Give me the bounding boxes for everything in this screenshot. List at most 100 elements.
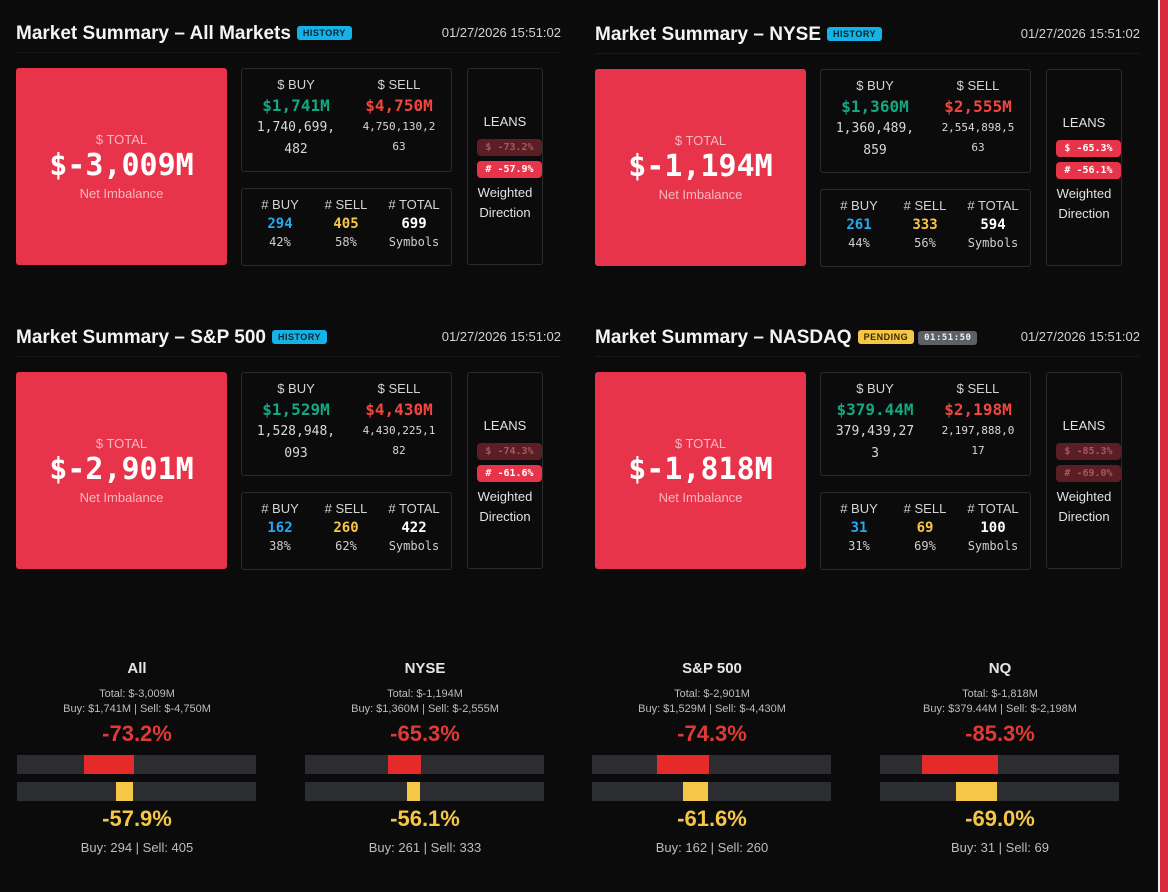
count-sell-value: 260: [333, 520, 359, 536]
dollar-buy-col: $ BUY $1,741M 1,740,699, 482: [242, 77, 350, 161]
dollar-buy-value: $379.44M: [836, 400, 914, 419]
summary-buy-sell: Buy: $1,741M | Sell: $-4,750M: [63, 703, 211, 715]
count-sell-col: # SELL 333 56%: [887, 198, 963, 250]
dollar-box: $ BUY $1,360M 1,360,489, 859 $ SELL $2,55…: [820, 69, 1031, 173]
count-sell-pct: 56%: [914, 236, 936, 250]
dollar-buy-value: $1,529M: [262, 400, 330, 419]
panel-timestamp: 01/27/2026 15:51:02: [441, 329, 561, 344]
count-total-col: # TOTAL 594 Symbols: [955, 198, 1031, 250]
panel-title: Market Summary – S&P 500 HISTORY: [16, 327, 327, 349]
panel-nyse: Market Summary – NYSE HISTORY 01/27/2026 …: [595, 20, 1140, 300]
lean-count-pill: # -69.0%: [1056, 465, 1121, 482]
symbols-label: Symbols: [388, 235, 440, 249]
total-label: $ TOTAL: [95, 132, 148, 147]
total-card: $ TOTAL $-1,818M Net Imbalance: [595, 372, 806, 569]
summary-count-lean: -56.1%: [390, 806, 460, 831]
dollar-sell-raw: 2,554,898,5 63: [941, 121, 1015, 154]
summary-all: All Total: $-3,009M Buy: $1,741M | Sell:…: [17, 660, 257, 855]
dollar-buy-label: $ BUY: [856, 78, 894, 93]
total-card: $ TOTAL $-1,194M Net Imbalance: [595, 69, 806, 266]
dollar-sell-col: $ SELL $4,750M 4,750,130,2 63: [346, 77, 452, 157]
leans-box: LEANS $ -65.3% # -56.1% Weighted Directio…: [1046, 69, 1122, 266]
count-box: # BUY 31 31% # SELL 69 69% # TOTAL 100 S…: [820, 492, 1031, 570]
count-lean-bar: [880, 782, 1119, 801]
count-box: # BUY 261 44% # SELL 333 56% # TOTAL 594…: [820, 189, 1031, 267]
summary-total: Total: $-3,009M: [99, 688, 175, 700]
summary-sp500: S&P 500 Total: $-2,901M Buy: $1,529M | S…: [592, 660, 832, 855]
total-sub: Net Imbalance: [658, 187, 743, 202]
count-box: # BUY 294 42% # SELL 405 58% # TOTAL 699…: [241, 188, 452, 266]
dollar-lean-bar: [17, 755, 256, 774]
summary-name: NYSE: [404, 660, 446, 677]
dollar-buy-value: $1,360M: [841, 97, 909, 116]
window-edge: [1158, 0, 1160, 892]
summary-count-lean: -61.6%: [677, 806, 747, 831]
count-total-value: 422: [401, 520, 427, 536]
count-sell-col: # SELL 69 69%: [887, 501, 963, 553]
total-card: $ TOTAL $-2,901M Net Imbalance: [16, 372, 227, 569]
count-lean-fill: [116, 782, 133, 801]
count-buy-pct: 42%: [269, 235, 291, 249]
window-edge-accent: [1160, 0, 1168, 892]
leans-title: LEANS: [1062, 115, 1106, 130]
summary-nyse: NYSE Total: $-1,194M Buy: $1,360M | Sell…: [305, 660, 545, 855]
count-box: # BUY 162 38% # SELL 260 62% # TOTAL 422…: [241, 492, 452, 570]
summary-counts: Buy: 261 | Sell: 333: [368, 840, 482, 855]
panel-header: Market Summary – NASDAQ PENDING 01:51:50 0…: [595, 323, 1140, 357]
lean-count-pill: # -56.1%: [1056, 162, 1121, 179]
count-buy-value: 261: [846, 217, 872, 233]
total-sub: Net Imbalance: [658, 490, 743, 505]
dollar-sell-raw: 2,197,888,0 17: [941, 424, 1015, 457]
summary-name: NQ: [988, 660, 1012, 677]
leans-box: LEANS $ -85.3% # -69.0% Weighted Directio…: [1046, 372, 1122, 569]
dollar-sell-value: $2,555M: [944, 97, 1012, 116]
dollar-sell-col: $ SELL $4,430M 4,430,225,1 82: [346, 381, 452, 461]
dollar-buy-raw: 1,740,699, 482: [256, 120, 336, 157]
dollar-buy-col: $ BUY $1,529M 1,528,948, 093: [242, 381, 350, 465]
count-sell-col: # SELL 260 62%: [308, 501, 384, 553]
dollar-buy-raw: 379,439,27 3: [835, 424, 915, 461]
summary-dollar-lean: -85.3%: [965, 721, 1035, 746]
panel-header: Market Summary – NYSE HISTORY 01/27/2026 …: [595, 20, 1140, 54]
total-sub: Net Imbalance: [79, 186, 164, 201]
panel-timestamp: 01/27/2026 15:51:02: [1020, 329, 1140, 344]
dollar-lean-fill: [657, 755, 709, 774]
count-lean-fill: [407, 782, 420, 801]
total-label: $ TOTAL: [674, 133, 727, 148]
summary-counts: Buy: 162 | Sell: 260: [655, 840, 769, 855]
history-badge[interactable]: HISTORY: [827, 27, 883, 41]
count-sell-pct: 58%: [335, 235, 357, 249]
dollar-buy-value: $1,741M: [262, 96, 330, 115]
dollar-sell-label: $ SELL: [956, 381, 1000, 396]
leans-sub: Weighted Direction: [477, 185, 533, 220]
panel-title: Market Summary – NASDAQ PENDING 01:51:50: [595, 327, 978, 349]
pending-badge: PENDING: [857, 330, 915, 344]
summary-dollar-lean: -74.3%: [677, 721, 747, 746]
history-badge[interactable]: HISTORY: [296, 26, 352, 40]
lean-count-pill: # -61.6%: [477, 465, 542, 482]
summary-buy-sell: Buy: $1,360M | Sell: $-2,555M: [351, 703, 499, 715]
count-buy-col: # BUY 294 42%: [242, 197, 318, 249]
count-buy-value: 294: [267, 216, 293, 232]
dollar-sell-raw: 4,430,225,1 82: [362, 424, 436, 457]
leans-sub: Weighted Direction: [1056, 489, 1112, 524]
count-total-col: # TOTAL 100 Symbols: [955, 501, 1031, 553]
summary-count-lean: -69.0%: [965, 806, 1035, 831]
count-buy-pct: 38%: [269, 539, 291, 553]
total-label: $ TOTAL: [95, 436, 148, 451]
history-badge[interactable]: HISTORY: [271, 330, 327, 344]
symbols-label: Symbols: [388, 539, 440, 553]
count-total-col: # TOTAL 699 Symbols: [376, 197, 452, 249]
dollar-sell-value: $4,430M: [365, 400, 433, 419]
count-sell-value: 405: [333, 216, 359, 232]
summary-nq: NQ Total: $-1,818M Buy: $379.44M | Sell:…: [880, 660, 1120, 855]
dollar-buy-raw: 1,360,489, 859: [835, 121, 915, 158]
panel-timestamp: 01/27/2026 15:51:02: [441, 25, 561, 40]
leans-box: LEANS $ -74.3% # -61.6% Weighted Directio…: [467, 372, 543, 569]
dollar-sell-col: $ SELL $2,198M 2,197,888,0 17: [925, 381, 1031, 461]
count-buy-pct: 31%: [848, 539, 870, 553]
dollar-lean-fill: [388, 755, 421, 774]
dollar-lean-bar: [880, 755, 1119, 774]
lean-dollar-pill: $ -85.3%: [1056, 443, 1121, 460]
leans-title: LEANS: [483, 114, 527, 129]
